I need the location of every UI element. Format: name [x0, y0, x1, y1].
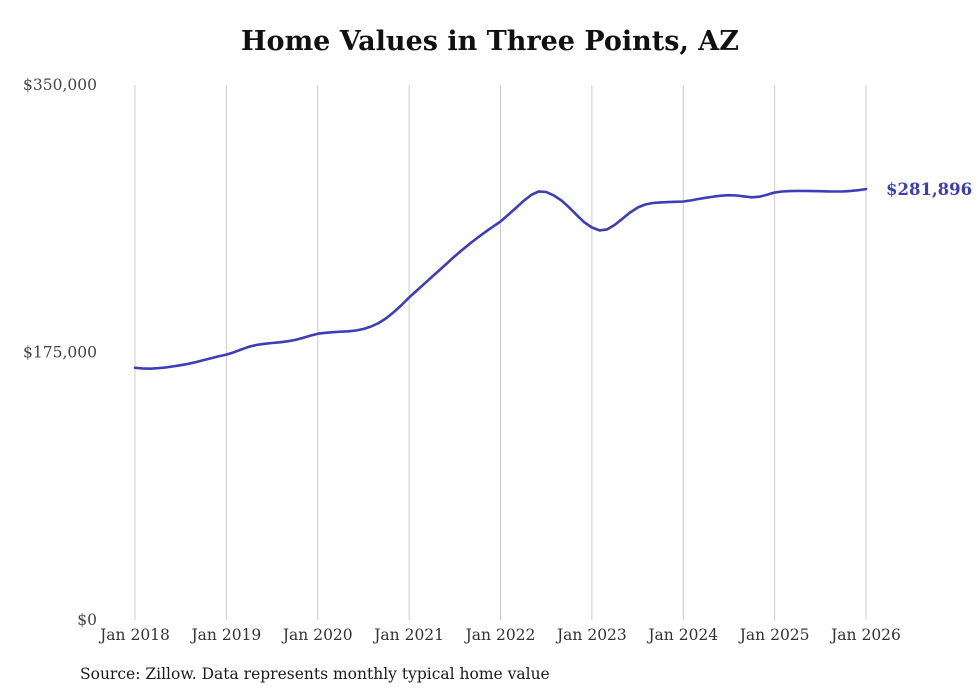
y-tick-label: $175,000	[23, 344, 97, 362]
current-value-label: $281,896	[886, 180, 972, 199]
chart-title: Home Values in Three Points, AZ	[241, 26, 739, 57]
x-tick-label: Jan 2023	[555, 626, 627, 644]
y-tick-label: $350,000	[23, 76, 97, 94]
x-tick-label: Jan 2019	[189, 626, 261, 644]
x-tick-label: Jan 2025	[738, 626, 810, 644]
home-value-line	[133, 187, 868, 370]
x-tick-label: Jan 2021	[372, 626, 444, 644]
x-tick-label: Jan 2024	[646, 626, 718, 644]
x-tick-label: Jan 2020	[281, 626, 353, 644]
x-tick-label: Jan 2022	[464, 626, 536, 644]
x-tick-label: Jan 2026	[829, 626, 901, 644]
source-note: Source: Zillow. Data represents monthly …	[80, 665, 550, 683]
y-tick-label: $0	[77, 611, 97, 629]
x-tick-label: Jan 2018	[98, 626, 170, 644]
